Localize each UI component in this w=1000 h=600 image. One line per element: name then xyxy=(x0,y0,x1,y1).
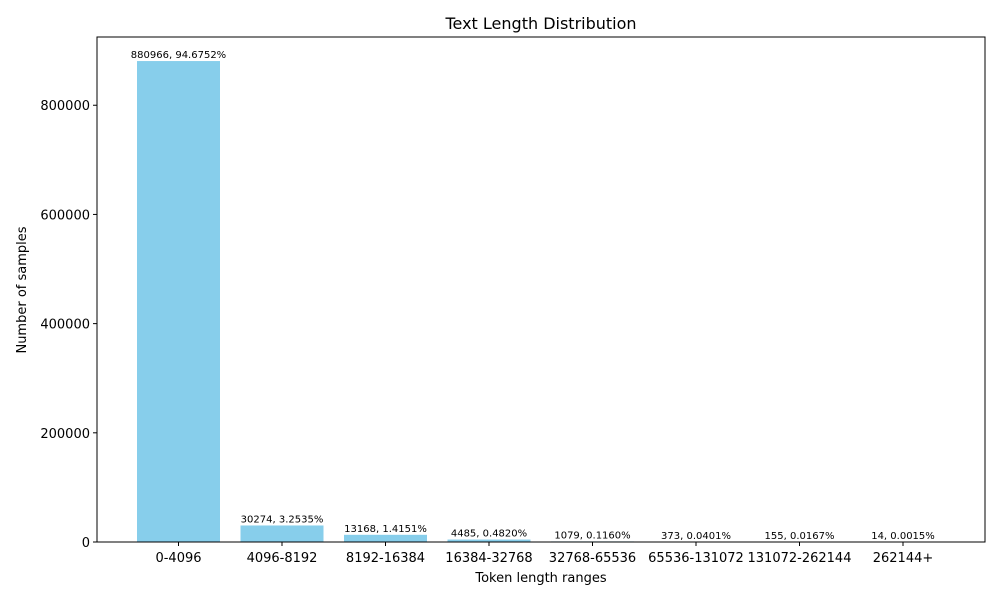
y-axis: 0 200000 400000 600000 800000 xyxy=(40,99,97,551)
x-axis: 0-4096 4096-8192 8192-16384 16384-32768 3276… xyxy=(155,542,933,566)
x-tick-label-262144+: 262144+ xyxy=(873,551,934,566)
value-label-32768-65536: 1079, 0.1160% xyxy=(554,530,630,541)
value-label-8192-16384: 13168, 1.4151% xyxy=(344,524,427,535)
x-tick-label-4096-8192: 4096-8192 xyxy=(247,551,318,566)
value-labels-group: 880966, 94.6752% 30274, 3.2535% 13168, 1.4… xyxy=(131,50,935,542)
x-tick-label-8192-16384: 8192-16384 xyxy=(346,551,425,566)
value-label-0-4096: 880966, 94.6752% xyxy=(131,50,226,61)
bars-group xyxy=(137,61,945,542)
value-label-4096-8192: 30274, 3.2535% xyxy=(241,514,324,525)
bar-0-4096 xyxy=(137,61,220,542)
x-tick-label-131072-262144: 131072-262144 xyxy=(748,551,852,566)
y-tick-label-600000: 600000 xyxy=(40,208,90,223)
chart-title: Text Length Distribution xyxy=(444,14,636,33)
value-label-262144+: 14, 0.0015% xyxy=(871,531,935,542)
value-label-65536-131072: 373, 0.0401% xyxy=(661,531,731,542)
x-axis-label: Token length ranges xyxy=(474,571,606,586)
bar-16384-32768 xyxy=(447,539,531,542)
x-tick-label-0-4096: 0-4096 xyxy=(155,551,201,566)
x-tick-label-65536-131072: 65536-131072 xyxy=(648,551,744,566)
plot-frame xyxy=(96,36,986,543)
bar-8192-16384 xyxy=(344,534,427,542)
x-tick-label-32768-65536: 32768-65536 xyxy=(549,551,636,566)
x-tick-label-16384-32768: 16384-32768 xyxy=(445,551,532,566)
y-axis-label: Number of samples xyxy=(15,226,30,353)
y-tick-label-400000: 400000 xyxy=(40,318,90,333)
y-tick-label-0: 0 xyxy=(82,536,90,551)
y-tick-label-800000: 800000 xyxy=(40,99,90,114)
value-label-16384-32768: 4485, 0.4820% xyxy=(451,529,527,540)
y-tick-label-200000: 200000 xyxy=(40,427,90,442)
bar-4096-8192 xyxy=(240,525,324,542)
value-label-131072-262144: 155, 0.0167% xyxy=(765,531,835,542)
